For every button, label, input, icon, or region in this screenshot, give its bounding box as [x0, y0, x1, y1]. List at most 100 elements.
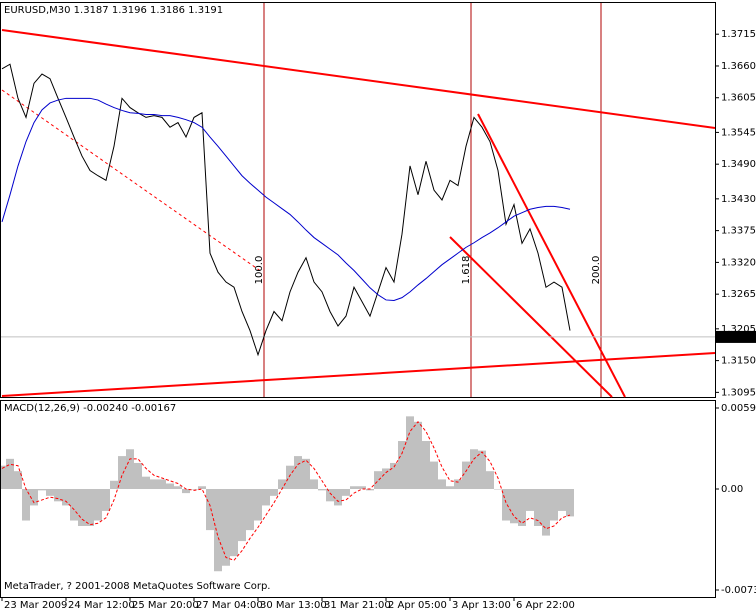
trend-line	[477, 113, 626, 398]
trend-line	[449, 236, 613, 398]
macd-bar	[270, 488, 278, 496]
macd-bar	[518, 488, 526, 527]
macd-bar	[486, 471, 494, 489]
macd-bar	[470, 449, 478, 489]
x-tick-label: 2 Apr 05:00	[388, 600, 447, 611]
y-tick-label: 1.3605	[721, 93, 756, 104]
macd-bar	[166, 483, 174, 489]
y-tick-label: 1.3660	[721, 61, 756, 72]
signal-line	[1, 421, 571, 561]
macd-bar	[422, 441, 430, 489]
x-tick-label: 24 Mar 12:00	[68, 600, 135, 611]
macd-bar	[446, 486, 454, 489]
y-tick-label: 1.3490	[721, 159, 756, 170]
x-tick-label: 6 Apr 22:00	[516, 600, 575, 611]
macd-bar	[78, 488, 86, 527]
macd-bar	[198, 486, 206, 489]
macd-bar	[190, 488, 198, 490]
macd-bar	[110, 480, 118, 489]
macd-bar	[1, 465, 6, 489]
macd-bar	[238, 488, 246, 542]
macd-bar	[62, 488, 70, 506]
macd-bar	[278, 479, 286, 489]
macd-bar	[102, 488, 110, 511]
macd-bar	[214, 488, 222, 572]
fibo-label: 100.0	[254, 256, 265, 285]
x-tick-label: 31 Mar 21:00	[324, 600, 391, 611]
macd-bar	[558, 488, 566, 511]
macd-bar	[294, 456, 302, 489]
main-panel	[0, 2, 716, 398]
macd-bar	[502, 488, 510, 521]
macd-bar	[222, 488, 230, 566]
y-tick-label: 1.3265	[721, 289, 756, 300]
macd-bar	[94, 488, 102, 521]
macd-bar	[430, 461, 438, 489]
macd-bar	[382, 468, 390, 489]
macd-bar	[262, 488, 270, 506]
copyright: MetaTrader, ? 2001-2008 MetaQuotes Softw…	[4, 581, 270, 592]
macd-bar	[158, 479, 166, 489]
drawing-objects	[1, 3, 716, 398]
y-tick-label: 1.3715	[721, 29, 756, 40]
y-tick-label: 1.3095	[721, 387, 756, 398]
last-price-box	[716, 330, 756, 343]
macd-bar	[70, 488, 78, 521]
macd-bar	[318, 488, 326, 491]
macd-bar	[134, 462, 142, 489]
macd-bar	[398, 441, 406, 489]
x-tick-label: 27 Mar 04:00	[196, 600, 263, 611]
macd-bar	[406, 416, 414, 489]
macd-panel	[0, 400, 716, 598]
fibo-base-line	[1, 89, 263, 273]
y-tick-label: 0.00	[721, 484, 743, 495]
macd-bar	[326, 488, 334, 502]
macd-bar	[454, 479, 462, 489]
macd-bar	[118, 456, 126, 489]
y-tick-label: 1.3205	[721, 324, 756, 335]
macd-bar	[206, 488, 214, 531]
macd-bar	[478, 450, 486, 489]
macd-bar	[126, 449, 134, 489]
chart-title: EURUSD,M30 1.3187 1.3196 1.3186 1.3191	[4, 5, 223, 16]
macd-bar	[302, 458, 310, 489]
macd-bar	[566, 488, 574, 517]
macd-bar	[46, 488, 54, 496]
macd-title: MACD(12,26,9) -0.00240 -0.00167	[4, 403, 176, 414]
macd-bar	[550, 488, 558, 521]
macd-bar	[54, 488, 62, 502]
macd-bar	[350, 486, 358, 489]
macd-bar	[30, 488, 38, 506]
macd-bar	[86, 488, 94, 527]
macd-bar	[150, 479, 158, 489]
macd-bar	[334, 488, 342, 506]
trend-line	[1, 29, 716, 129]
last-price-label: 1.3191	[720, 332, 755, 343]
macd-bar	[174, 486, 182, 489]
macd-bar	[286, 465, 294, 489]
y-tick-label: 1.3150	[721, 356, 756, 367]
fibo-label: 200.0	[591, 256, 602, 285]
macd-bar	[246, 488, 254, 531]
x-tick-label: 30 Mar 13:00	[260, 600, 327, 611]
macd-bar	[414, 421, 422, 489]
macd-bar	[510, 488, 518, 524]
y-tick-label: 0.00591	[721, 403, 756, 414]
macd-bar	[38, 488, 46, 491]
y-tick-label: 1.3430	[721, 194, 756, 205]
macd-bar	[254, 488, 262, 521]
y-tick-label: -0.00737	[721, 585, 756, 596]
macd-bar	[526, 488, 534, 511]
price-line	[1, 63, 571, 357]
macd-bar	[534, 488, 542, 527]
macd-bar	[462, 461, 470, 489]
macd-bar	[182, 488, 190, 494]
y-tick-label: 1.3545	[721, 127, 756, 138]
macd-bar	[342, 488, 350, 496]
macd-bar	[438, 479, 446, 489]
fibo-label: 1.618	[461, 256, 472, 285]
macd-bar	[310, 479, 318, 489]
x-tick-label: 3 Apr 13:00	[452, 600, 511, 611]
